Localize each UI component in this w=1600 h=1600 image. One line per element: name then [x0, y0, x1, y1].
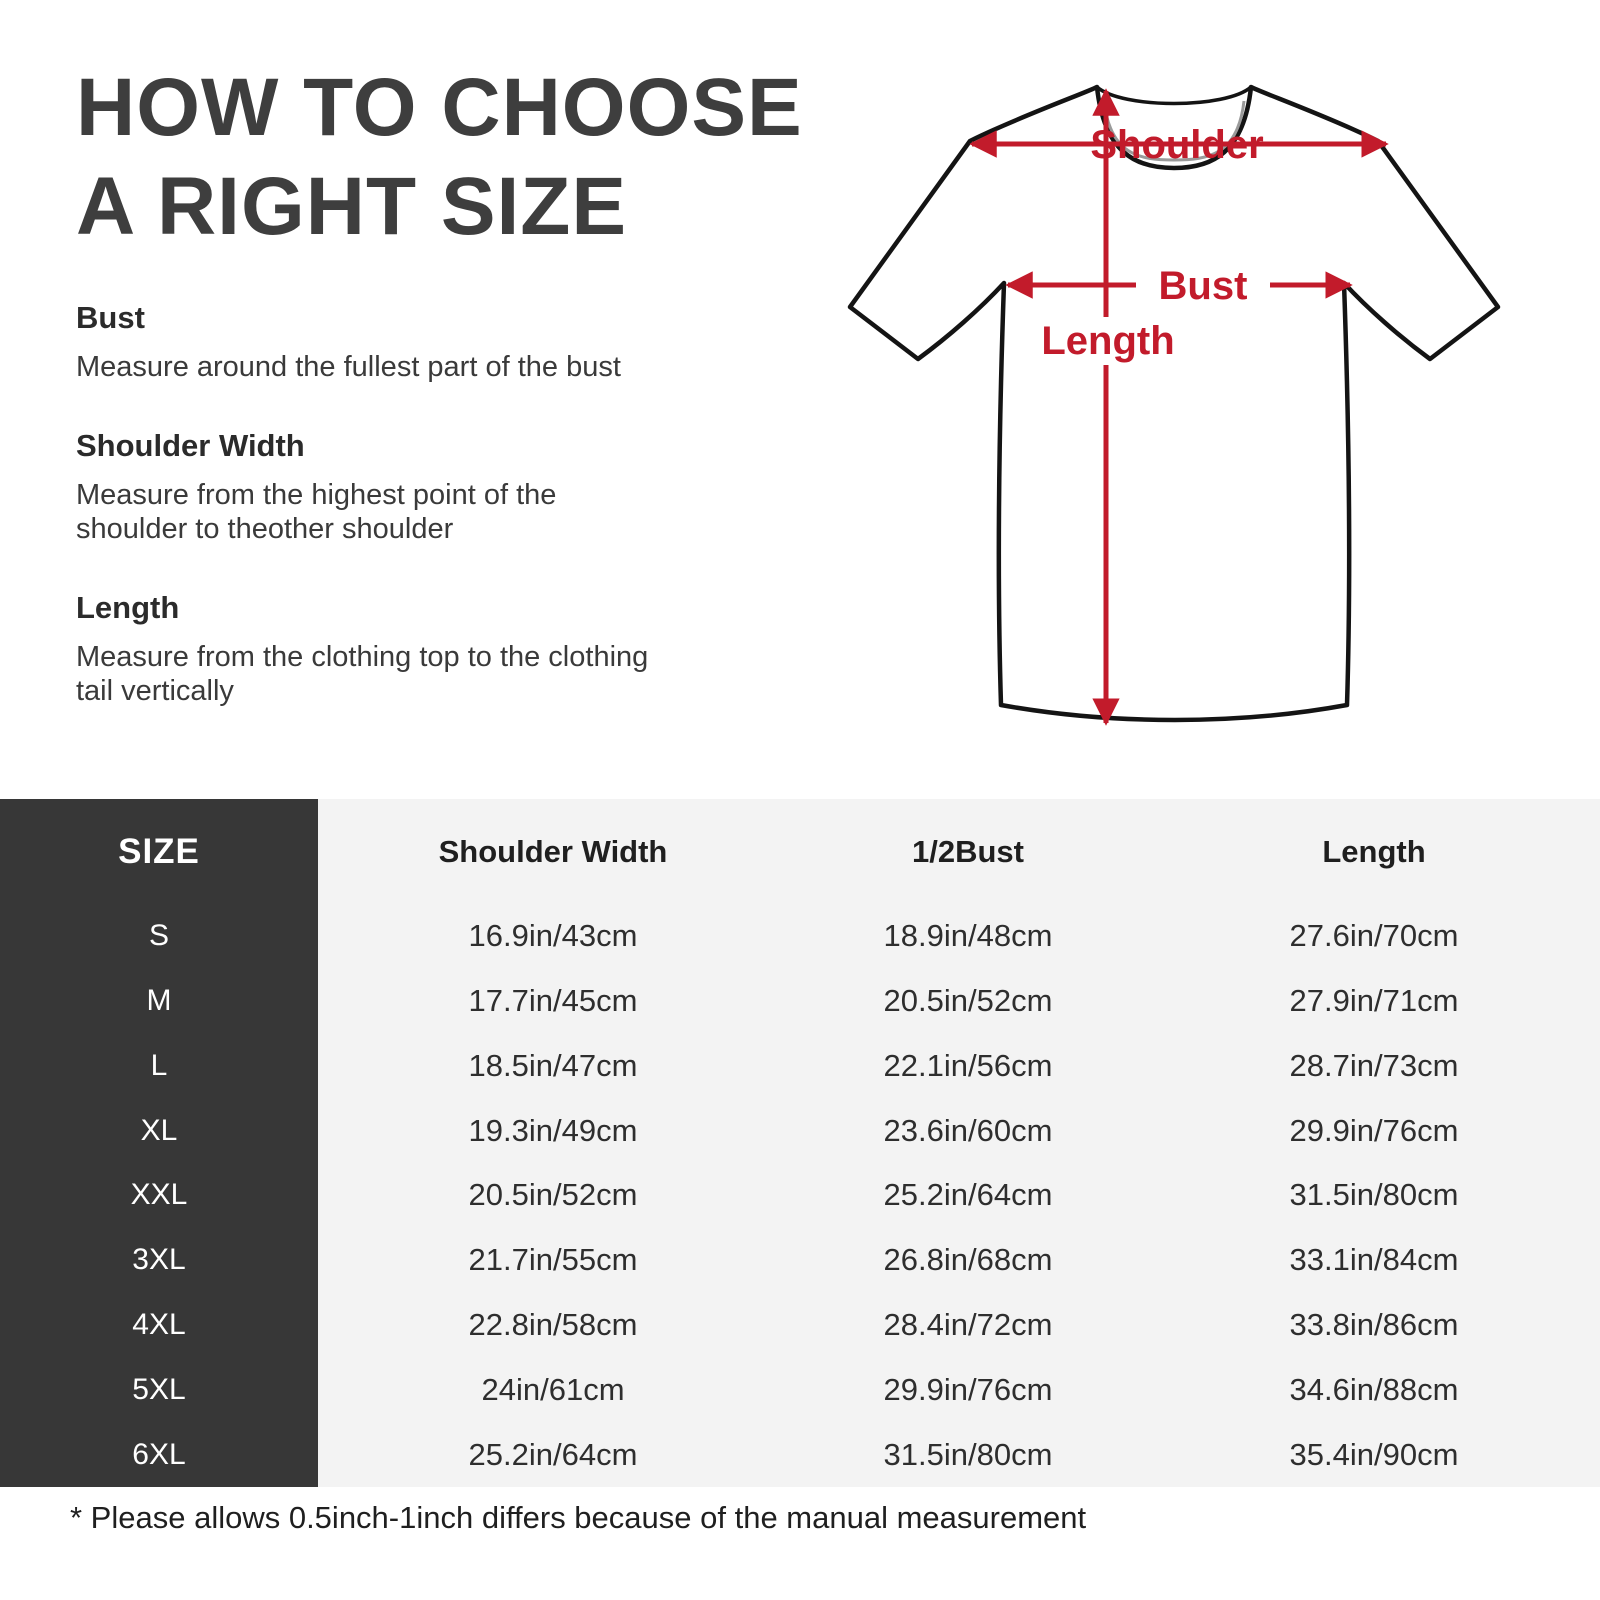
- table-row-size: 5XL: [0, 1357, 318, 1423]
- table-row-size: 4XL: [0, 1292, 318, 1358]
- table-cell-length: 31.5in/80cm: [1289, 1177, 1459, 1213]
- diagram-bust-label: Bust: [1159, 264, 1248, 308]
- table-cell-length: 29.9in/76cm: [1289, 1112, 1459, 1148]
- table-cell-shoulder: 19.3in/49cm: [468, 1112, 638, 1148]
- table-cell-half-bust: 22.1in/56cm: [883, 1047, 1053, 1083]
- table-cell-half-bust: 28.4in/72cm: [883, 1307, 1053, 1343]
- table-cell-length: 35.4in/90cm: [1289, 1436, 1459, 1472]
- table-header-size: SIZE: [0, 799, 318, 904]
- instruction-shoulder-width: Shoulder Width Measure from the highest …: [76, 428, 716, 546]
- table-cell-half-bust: 25.2in/64cm: [883, 1177, 1053, 1213]
- table-header-half-bust: 1/2Bust: [912, 833, 1024, 869]
- table-cell-shoulder: 21.7in/55cm: [468, 1242, 638, 1278]
- page-title-line1: HOW TO CHOOSE: [76, 62, 803, 153]
- table-cell-shoulder: 25.2in/64cm: [468, 1436, 638, 1472]
- table-row-size: L: [0, 1033, 318, 1099]
- collar-back-icon: [1095, 85, 1253, 106]
- instruction-body: Measure from the clothing top to the clo…: [76, 641, 649, 707]
- measurement-instructions: Bust Measure around the fullest part of …: [76, 300, 716, 752]
- instruction-heading: Length: [76, 590, 180, 625]
- table-cell-length: 27.9in/71cm: [1289, 983, 1459, 1019]
- tshirt-outline-icon: [847, 84, 1501, 723]
- table-row-size: S: [0, 904, 318, 969]
- table-cell-shoulder: 18.5in/47cm: [468, 1047, 638, 1083]
- table-header-length: Length: [1322, 833, 1426, 869]
- table-cell-half-bust: 23.6in/60cm: [883, 1112, 1053, 1148]
- table-row-size: 3XL: [0, 1227, 318, 1293]
- table-header-shoulder-width: Shoulder Width: [438, 833, 668, 869]
- table-cell-shoulder: 20.5in/52cm: [468, 1177, 638, 1213]
- table-cell-length: 34.6in/88cm: [1289, 1371, 1459, 1407]
- table-row-size: M: [0, 968, 318, 1034]
- table-cell-length: 28.7in/73cm: [1289, 1047, 1459, 1083]
- table-cell-half-bust: 29.9in/76cm: [883, 1371, 1053, 1407]
- instruction-length: Length Measure from the clothing top to …: [76, 590, 716, 708]
- table-cell-length: 27.6in/70cm: [1289, 918, 1459, 954]
- instruction-body: Measure around the fullest part of the b…: [76, 351, 621, 383]
- table-row-size: 6XL: [0, 1422, 318, 1487]
- table-cell-half-bust: 20.5in/52cm: [883, 983, 1053, 1019]
- instruction-bust: Bust Measure around the fullest part of …: [76, 300, 716, 384]
- length-label-backplate: [1040, 317, 1176, 365]
- table-cell-half-bust: 18.9in/48cm: [883, 918, 1053, 954]
- table-row-size: XL: [0, 1098, 318, 1164]
- table-cell-shoulder: 17.7in/45cm: [468, 983, 638, 1019]
- page-title: HOW TO CHOOSE A RIGHT SIZE: [76, 58, 803, 256]
- table-cell-shoulder: 16.9in/43cm: [468, 918, 638, 954]
- table-cell-shoulder: 22.8in/58cm: [468, 1307, 638, 1343]
- instruction-heading: Bust: [76, 300, 145, 335]
- instruction-heading: Shoulder Width: [76, 428, 305, 463]
- diagram-shoulder-label: Shoulder: [1090, 123, 1263, 167]
- table-cell-length: 33.1in/84cm: [1289, 1242, 1459, 1278]
- table-cell-length: 33.8in/86cm: [1289, 1307, 1459, 1343]
- table-cell-half-bust: 26.8in/68cm: [883, 1242, 1053, 1278]
- table-cell-shoulder: 24in/61cm: [481, 1371, 625, 1407]
- page-title-line2: A RIGHT SIZE: [76, 161, 628, 252]
- table-row-size: XXL: [0, 1163, 318, 1228]
- instruction-body: Measure from the highest point of the sh…: [76, 479, 557, 545]
- tshirt-measurement-diagram: Shoulder Bust Length: [847, 84, 1501, 726]
- table-cell-half-bust: 31.5in/80cm: [883, 1436, 1053, 1472]
- diagram-length-label: Length: [1041, 319, 1174, 363]
- measurement-disclaimer: * Please allows 0.5inch-1inch differs be…: [70, 1500, 1087, 1535]
- size-chart-table: SIZE Shoulder Width 1/2Bust Length S 16.…: [0, 799, 1600, 1487]
